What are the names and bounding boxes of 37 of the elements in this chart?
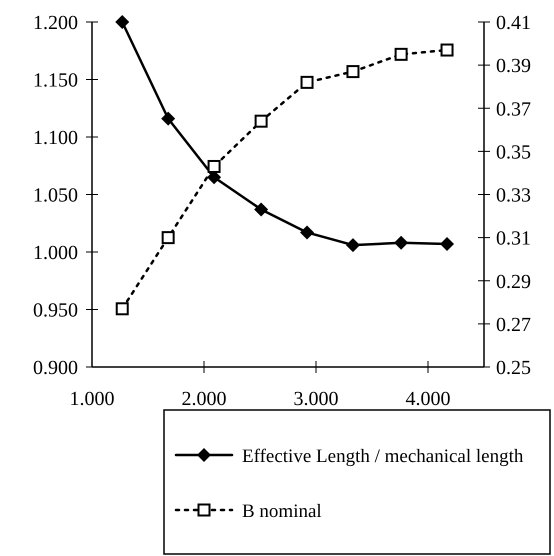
y2-tick-label: 0.41 <box>496 12 531 34</box>
point <box>300 225 314 240</box>
y2-tick-label: 0.25 <box>496 357 531 379</box>
point <box>394 48 408 61</box>
point <box>115 15 130 29</box>
y2-tick-label: 0.31 <box>496 228 531 250</box>
y2-tick-label: 0.27 <box>496 314 531 336</box>
y-tick-label: 1.000 <box>33 242 78 264</box>
y2-tick-label: 0.35 <box>496 141 531 164</box>
y2-tick-label: 0.33 <box>496 184 531 206</box>
y-tick-label: 1.200 <box>33 12 78 34</box>
point <box>346 238 360 252</box>
point <box>254 202 268 216</box>
legend-label: Effective Length / mechanical length <box>242 446 524 467</box>
y2-tick-label: 0.37 <box>496 98 531 120</box>
point <box>346 65 360 78</box>
x-tick-label: 4.000 <box>406 388 450 410</box>
x-tick-label: 1.000 <box>70 388 114 410</box>
point <box>208 160 221 173</box>
point <box>162 231 175 244</box>
y-tick-label: 1.050 <box>33 184 78 206</box>
x-tick-label: 2.000 <box>182 388 226 410</box>
point <box>116 302 129 316</box>
y-tick-label: 0.950 <box>33 300 78 322</box>
point <box>161 112 176 126</box>
point <box>440 236 454 251</box>
y2-tick-label: 0.39 <box>496 55 531 78</box>
point <box>440 44 454 57</box>
y2-tick-label: 0.29 <box>496 270 531 293</box>
y-tick-label: 1.100 <box>33 127 78 149</box>
y-tick-label: 1.150 <box>33 70 78 92</box>
point <box>300 76 314 89</box>
y-tick-label: 0.900 <box>33 357 78 379</box>
legend-label: B nominal <box>242 501 322 522</box>
point <box>394 236 408 250</box>
point <box>254 114 268 128</box>
x-tick-label: 3.000 <box>294 388 338 410</box>
